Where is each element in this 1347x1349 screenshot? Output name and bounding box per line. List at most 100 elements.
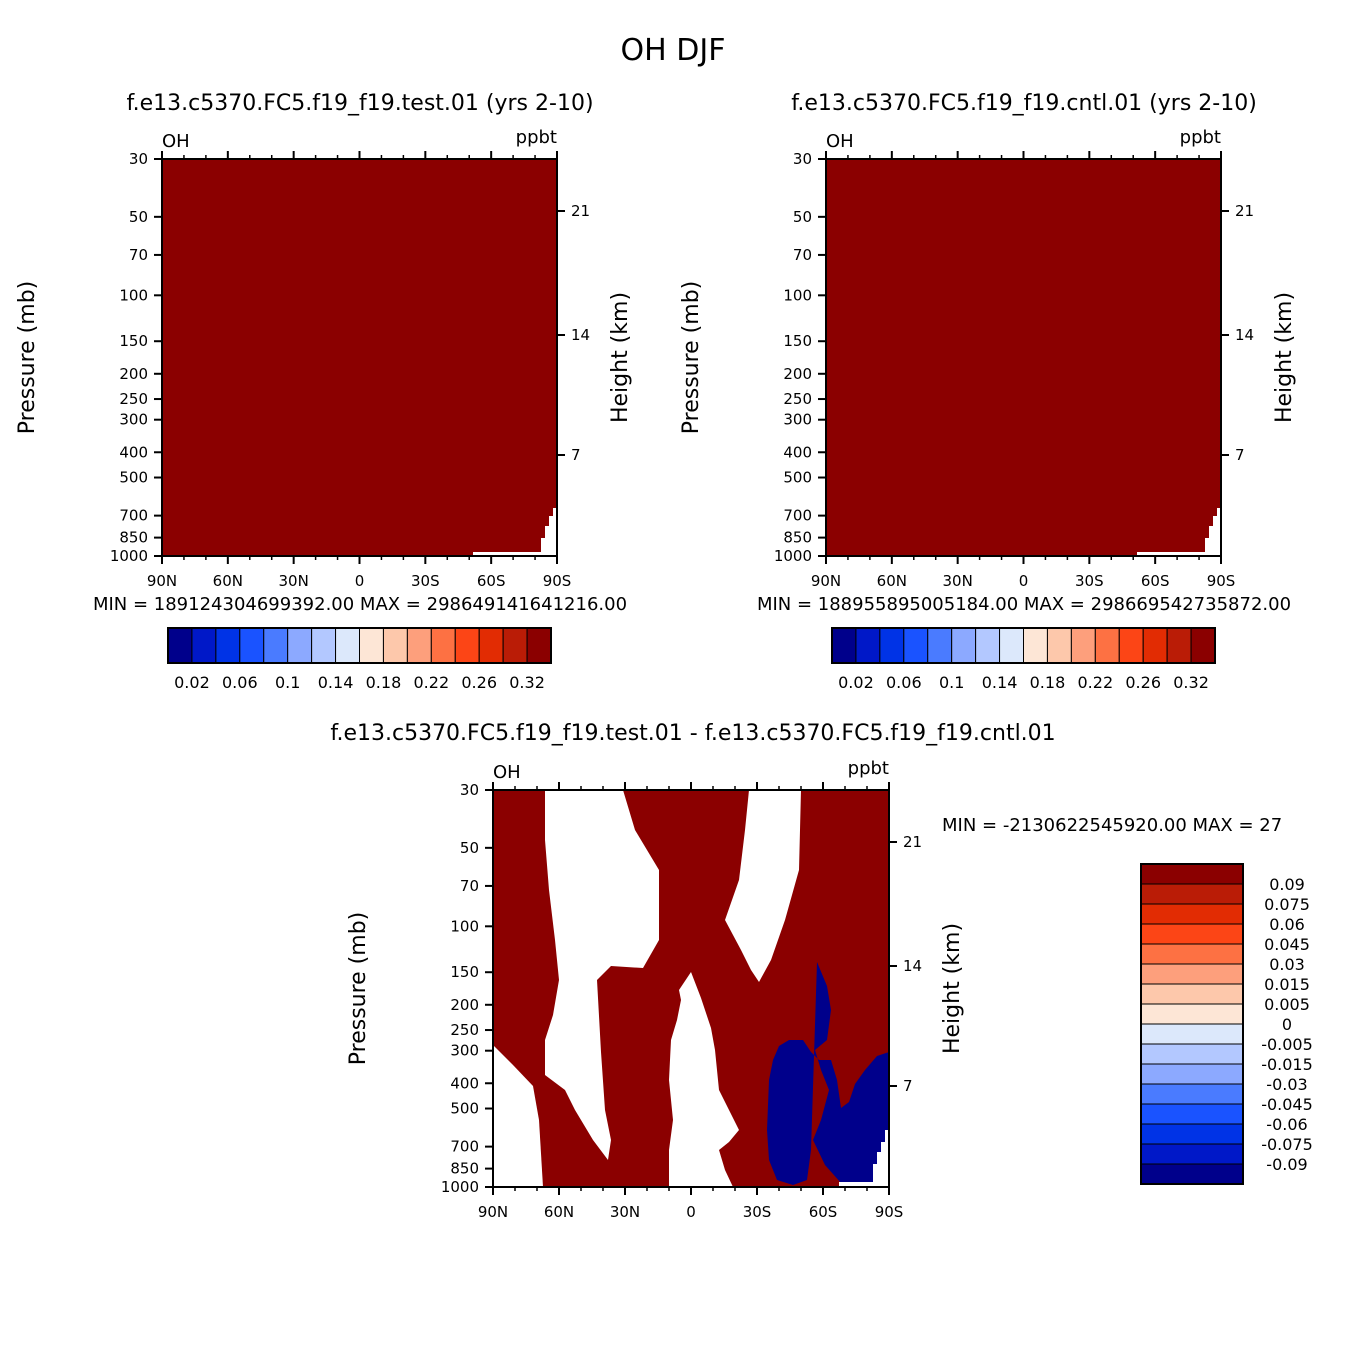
- colorbar-box: [1190, 627, 1216, 664]
- colorbar-label: 0.26: [1125, 673, 1161, 692]
- colorbar-frame: [167, 627, 552, 664]
- colorbar-box: [1140, 1163, 1244, 1185]
- panel-title: f.e13.c5370.FC5.f19_f19.test.01 (yrs 2-1…: [126, 91, 593, 116]
- field-gap: [473, 508, 557, 556]
- colorbar-box: [1140, 1043, 1244, 1065]
- colorbar-label: 0.09: [1269, 875, 1305, 894]
- contour-field: [826, 159, 1221, 556]
- colorbar-label: 0.26: [461, 673, 497, 692]
- colorbar-box: [975, 627, 1001, 664]
- colorbar-box: [1140, 1143, 1244, 1165]
- colorbar-box: [1140, 943, 1244, 965]
- right-tick-label: 21: [903, 833, 922, 851]
- corner-label-right: ppbt: [848, 758, 889, 779]
- colorbar-label: 0.32: [509, 673, 545, 692]
- colorbar-box: [1140, 963, 1244, 985]
- colorbar-box: [311, 627, 337, 664]
- field-fill: [162, 159, 557, 556]
- colorbar: 0.02 0.06 0.1 0.14 0.18 0.22 0.26 0.32: [831, 627, 1216, 692]
- y-axis-label-right: Height (km): [1272, 292, 1297, 423]
- field-gap: [839, 1130, 889, 1187]
- colorbar-label: 0: [1282, 1015, 1292, 1034]
- corner-label-left: OH: [162, 131, 190, 152]
- colorbar-box: [215, 627, 241, 664]
- colorbar-label: 0.18: [366, 673, 402, 692]
- right-tick-label: 14: [903, 957, 922, 975]
- colorbar-box: [1023, 627, 1048, 664]
- y-tick-label: 850: [119, 529, 148, 547]
- y-tick-label: 100: [450, 917, 479, 935]
- colorbar-box: [879, 627, 905, 664]
- colorbar-label: 0.22: [414, 673, 450, 692]
- y-axis-label-right: Height (km): [940, 923, 965, 1054]
- y-tick-label: 200: [119, 365, 148, 383]
- colorbar-box: [502, 627, 528, 664]
- x-tick-label: 60N: [877, 572, 907, 590]
- x-tick-label: 30S: [1075, 572, 1104, 590]
- colorbar-box: [1166, 627, 1192, 664]
- colorbar-label: 0.045: [1264, 935, 1310, 954]
- colorbar-label: -0.005: [1261, 1035, 1313, 1054]
- panel-title: f.e13.c5370.FC5.f19_f19.cntl.01 (yrs 2-1…: [791, 91, 1257, 116]
- colorbar-label: 0.015: [1264, 975, 1310, 994]
- y-axis-label: Pressure (mb): [15, 281, 40, 435]
- colorbar-label: -0.015: [1261, 1055, 1313, 1074]
- colorbar-box: [1118, 627, 1144, 664]
- contour-field: [493, 790, 889, 1187]
- right-tick-label: 7: [571, 446, 581, 464]
- colorbar-label: 0.1: [939, 673, 964, 692]
- x-tick-label: 30N: [610, 1203, 640, 1221]
- y-tick-label: 850: [783, 529, 812, 547]
- colorbar-box: [335, 627, 360, 664]
- colorbar-box: [430, 627, 456, 664]
- y-tick-label: 700: [119, 507, 148, 525]
- panel-diff: f.e13.c5370.FC5.f19_f19.test.01 - f.e13.…: [330, 721, 1312, 1221]
- panel-title: f.e13.c5370.FC5.f19_f19.test.01 - f.e13.…: [330, 721, 1055, 746]
- colorbar-label: 0.03: [1269, 955, 1305, 974]
- colorbar-box: [191, 627, 217, 664]
- colorbar-box: [287, 627, 313, 664]
- colorbar-box: [239, 627, 265, 664]
- y-tick-label: 250: [119, 390, 148, 408]
- y-tick-label: 200: [783, 365, 812, 383]
- colorbar-frame: [831, 627, 1216, 664]
- colorbar-label: 0.32: [1173, 673, 1209, 692]
- right-tick-label: 7: [1235, 446, 1245, 464]
- x-tick-label: 60N: [544, 1203, 574, 1221]
- y-tick-label: 400: [783, 443, 812, 461]
- colorbar-box: [1140, 1063, 1244, 1085]
- x-tick-label: 90S: [1207, 572, 1236, 590]
- field-blue-region: [767, 962, 889, 1185]
- colorbar-label: 0.22: [1078, 673, 1114, 692]
- colorbar-box: [1140, 1123, 1244, 1145]
- field-white-region: [669, 972, 739, 1187]
- colorbar-box: [1140, 1103, 1244, 1125]
- min-max-label: MIN = -2130622545920.00 MAX = 27: [942, 815, 1282, 836]
- colorbar-box: [167, 627, 193, 664]
- colorbar-box: [1140, 1083, 1244, 1105]
- min-max-label: MIN = 189124304699392.00 MAX = 298649141…: [93, 594, 627, 615]
- colorbar-box: [1140, 883, 1244, 905]
- y-axis-label-right: Height (km): [608, 292, 633, 423]
- y-tick-label: 400: [450, 1074, 479, 1092]
- colorbar-box: [1070, 627, 1096, 664]
- panel-test: f.e13.c5370.FC5.f19_f19.test.01 (yrs 2-1…: [15, 91, 633, 692]
- colorbar-box: [1140, 1023, 1244, 1045]
- y-tick-label: 1000: [441, 1178, 479, 1196]
- x-tick-label: 60S: [809, 1203, 838, 1221]
- y-tick-label: 250: [783, 390, 812, 408]
- y-tick-label: 150: [119, 332, 148, 350]
- x-tick-label: 90N: [811, 572, 841, 590]
- y-tick-label: 30: [460, 781, 479, 799]
- colorbar-label: 0.06: [222, 673, 258, 692]
- colorbar-box: [454, 627, 480, 664]
- x-tick-label: 90N: [147, 572, 177, 590]
- colorbar-label: -0.09: [1266, 1155, 1307, 1174]
- panel-cntl: f.e13.c5370.FC5.f19_f19.cntl.01 (yrs 2-1…: [679, 91, 1297, 692]
- corner-label-left: OH: [826, 131, 854, 152]
- colorbar-box: [478, 627, 504, 664]
- y-tick-label: 50: [793, 208, 812, 226]
- field-white-region: [545, 790, 659, 1160]
- y-tick-label: 50: [460, 839, 479, 857]
